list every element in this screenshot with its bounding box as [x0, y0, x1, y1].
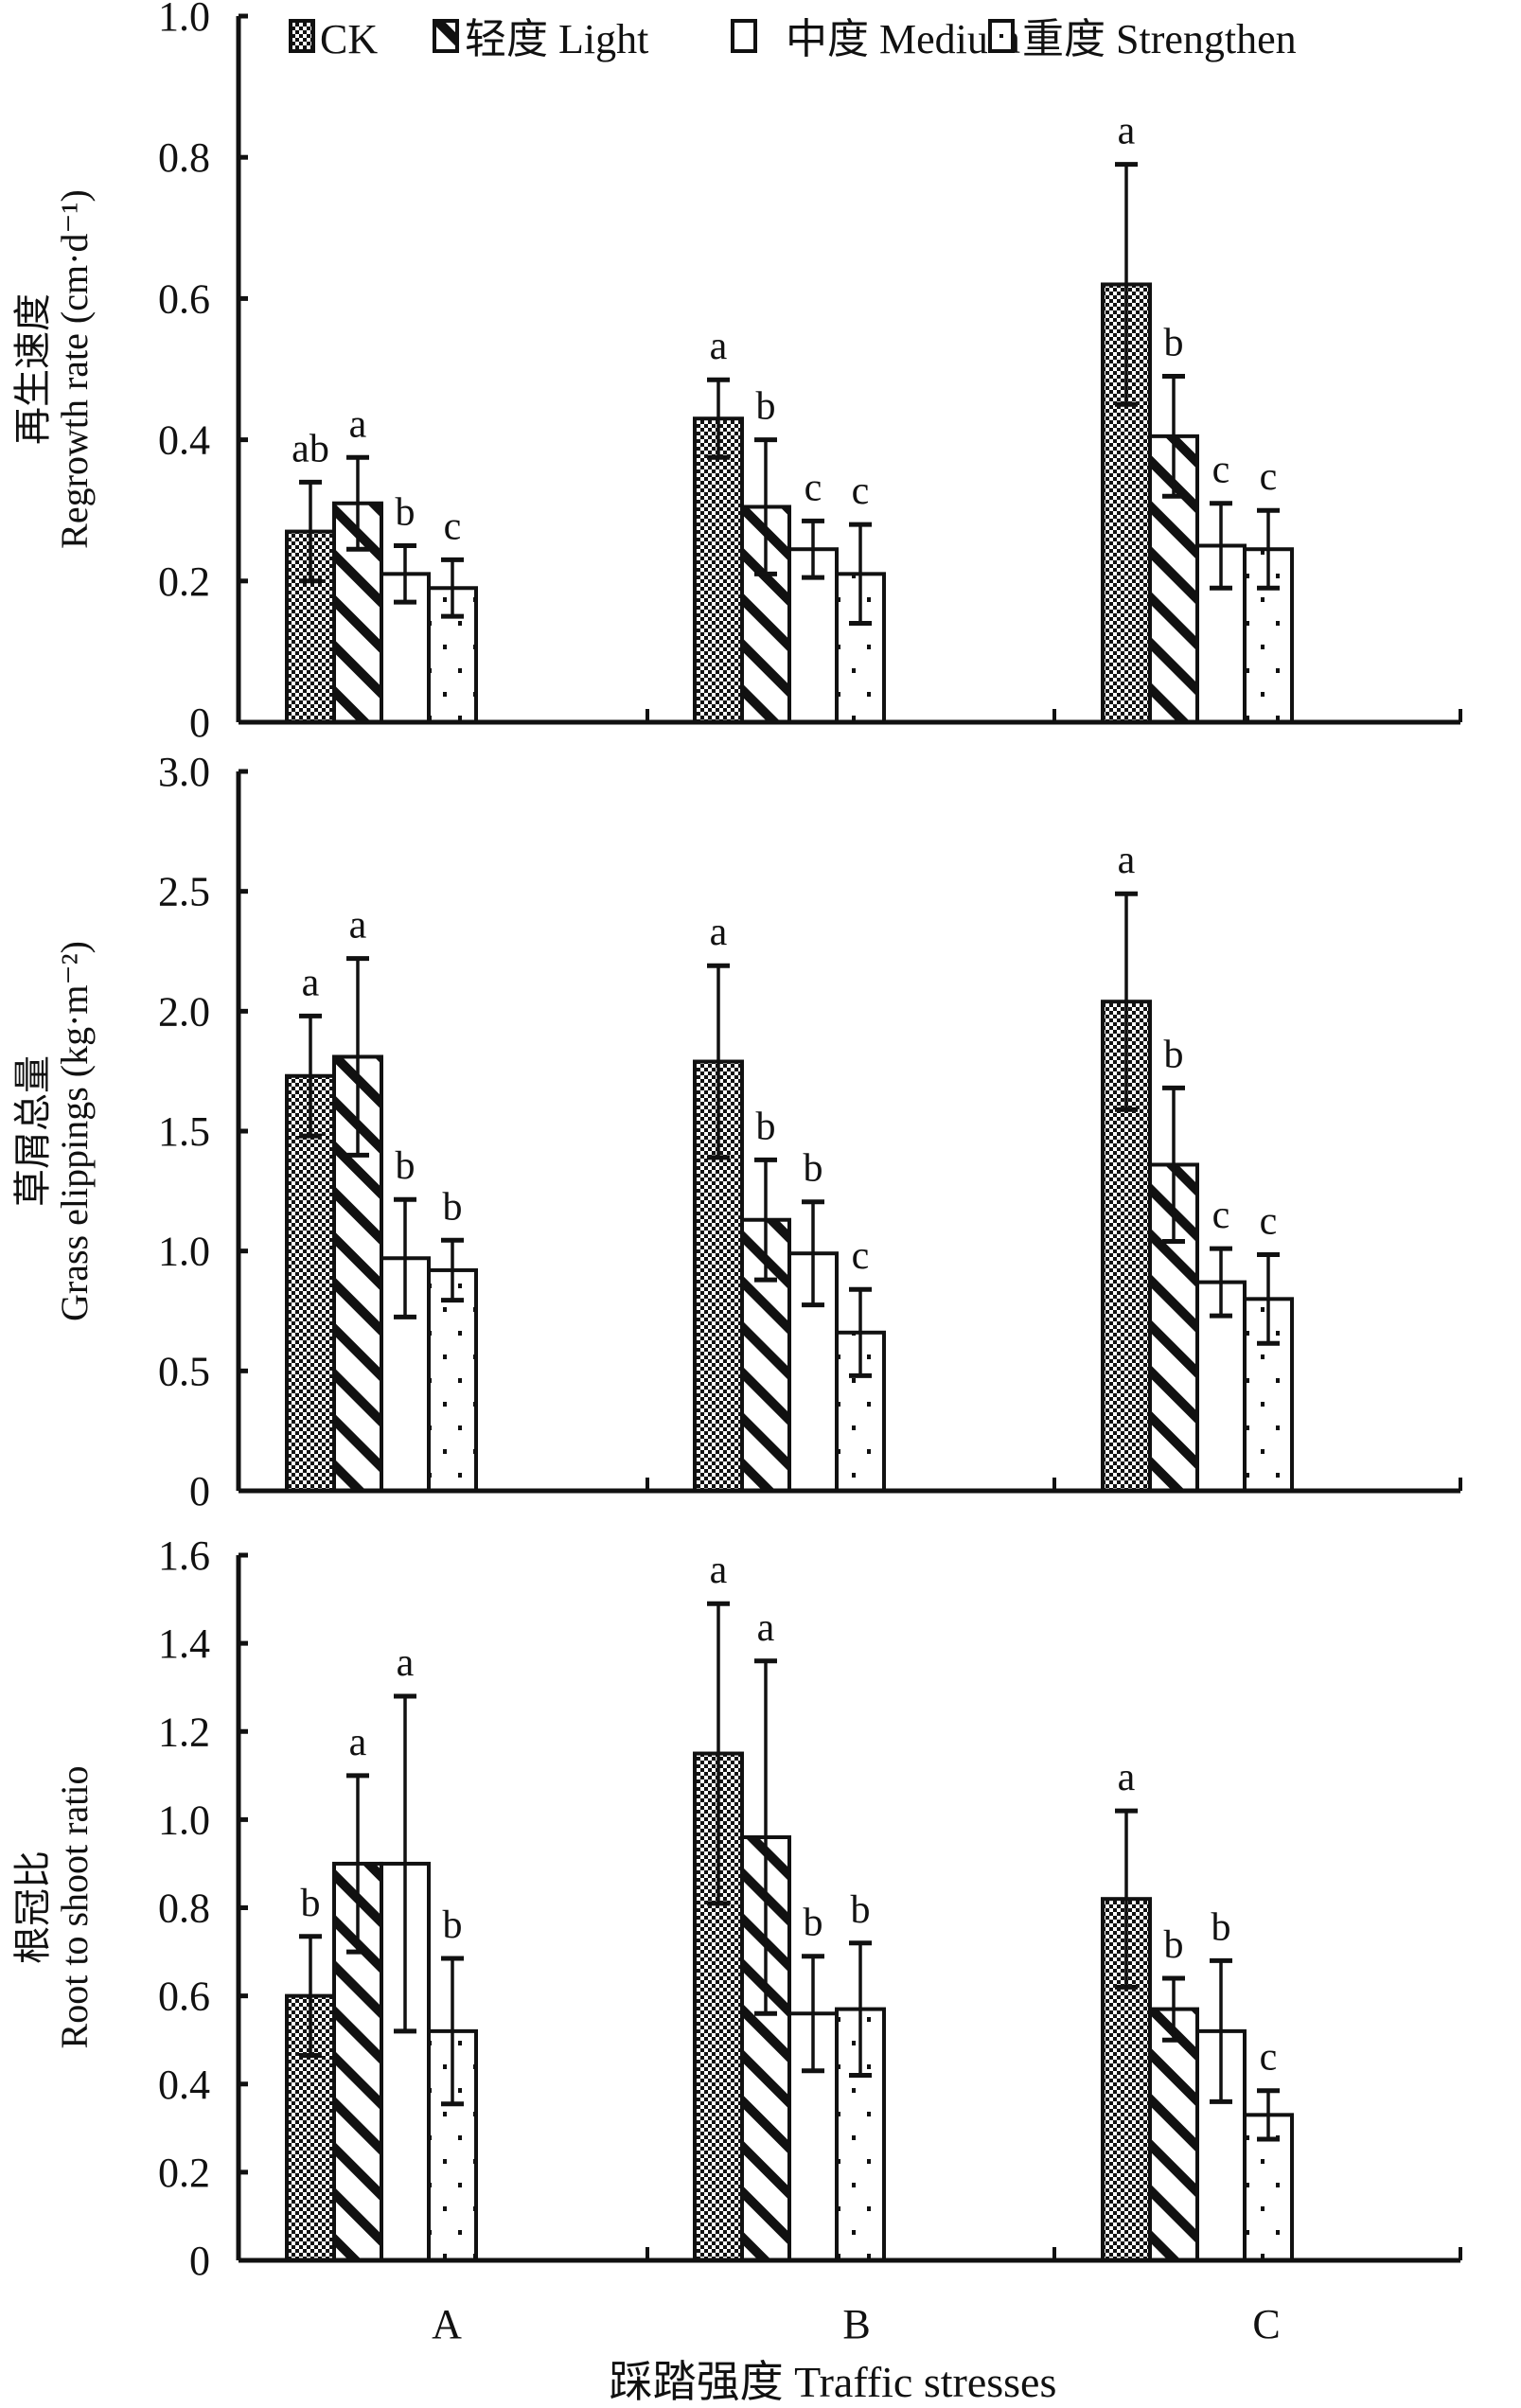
y-tick-label: 3.0 [158, 749, 210, 795]
y-tick-label: 1.0 [158, 1229, 210, 1275]
significance-label: a [1118, 839, 1136, 882]
x-tick-label: C [1252, 2301, 1280, 2347]
y-tick-label: 1.5 [158, 1108, 210, 1155]
legend-swatch-dot [999, 34, 1003, 38]
significance-label: a [349, 904, 367, 947]
significance-label: a [710, 325, 728, 368]
y-axis-label-cn: 再生速度 [11, 293, 54, 445]
significance-label: b [301, 1882, 321, 1925]
y-tick-label: 1.6 [158, 1532, 210, 1579]
y-tick-label: 0.4 [158, 2062, 210, 2108]
bar-ck-b [693, 416, 744, 724]
y-tick-label: 2.0 [158, 988, 210, 1035]
significance-label: b [443, 1185, 463, 1229]
legend-label-medium: 中度 Medium [786, 16, 1020, 62]
legend: CK 轻度 Light 中度 Medium 重度 Strengthen [289, 16, 1297, 62]
y-axis-label-cn: 草屑总量 [11, 1055, 54, 1207]
significance-label: c [1212, 449, 1230, 492]
significance-label: c [1260, 1199, 1278, 1243]
y-tick-label: 0.2 [158, 2150, 210, 2196]
significance-label: a [1118, 110, 1136, 153]
significance-label: a [710, 1549, 728, 1592]
y-axis-label-en: Regrowth rate (cm·d⁻¹) [53, 189, 96, 549]
significance-label: b [804, 1147, 823, 1191]
legend-swatch-ck [289, 19, 315, 53]
y-tick-label: 1.0 [158, 1797, 210, 1843]
significance-label: a [710, 911, 728, 954]
significance-label: a [349, 402, 367, 446]
significance-label: a [757, 1606, 775, 1650]
legend-label-ck: CK [320, 16, 378, 62]
y-tick-label: 0 [189, 699, 210, 746]
legend-item-medium: 中度 Medium [731, 16, 1020, 62]
legend-swatch-strengthen [988, 19, 1015, 53]
significance-label: a [349, 1721, 367, 1764]
significance-label: b [443, 1903, 463, 1947]
y-tick-label: 0.8 [158, 1886, 210, 1932]
significance-label: c [852, 1234, 870, 1278]
significance-label: b [396, 491, 416, 535]
significance-label: c [852, 469, 870, 513]
legend-item-ck: CK [289, 16, 378, 62]
significance-label: a [302, 961, 320, 1004]
x-tick-label: B [842, 2301, 870, 2347]
y-tick-label: 0.6 [158, 275, 210, 322]
y-axis-label-cn: 根冠比 [11, 1850, 54, 1964]
significance-label: b [1164, 321, 1184, 364]
y-axis-label-en: Root to shoot ratio [53, 1766, 96, 2049]
y-tick-label: 0.4 [158, 417, 210, 464]
significance-label: c [805, 466, 822, 509]
y-tick-label: 0 [189, 1468, 210, 1514]
significance-label: b [756, 1105, 776, 1148]
significance-label: ab [292, 427, 329, 470]
x-axis-title: 踩踏强度 Traffic stresses [610, 2358, 1057, 2406]
y-tick-label: 0.6 [158, 1974, 210, 2020]
legend-label-strengthen: 重度 Strengthen [1022, 16, 1297, 62]
significance-label: b [756, 385, 776, 429]
significance-label: c [444, 505, 462, 548]
y-tick-label: 1.0 [158, 0, 210, 40]
y-tick-label: 0.8 [158, 134, 210, 181]
legend-label-light: 轻度 Light [465, 16, 648, 62]
bar-strengthen-a [427, 1267, 478, 1494]
significance-label: c [1212, 1194, 1230, 1237]
significance-label: b [804, 1902, 823, 1945]
significance-label: a [1118, 1756, 1136, 1799]
y-tick-label: 0 [189, 2238, 210, 2284]
y-tick-label: 1.4 [158, 1620, 210, 1667]
significance-label: b [1164, 1033, 1184, 1076]
legend-swatch-medium [731, 19, 757, 53]
legend-swatch-light [433, 19, 459, 53]
y-tick-label: 0.2 [158, 558, 210, 605]
y-tick-label: 1.2 [158, 1709, 210, 1755]
significance-label: b [396, 1144, 416, 1188]
significance-label: c [1260, 2036, 1278, 2080]
y-axis-label-en: Grass elippings (kg·m⁻²) [53, 941, 96, 1321]
significance-label: c [1260, 455, 1278, 499]
legend-item-light: 轻度 Light [433, 16, 648, 62]
bar-light-c [1148, 2007, 1199, 2262]
x-tick-label: A [432, 2301, 462, 2347]
significance-label: b [1164, 1923, 1184, 1967]
y-tick-label: 0.5 [158, 1348, 210, 1394]
y-tick-label: 2.5 [158, 869, 210, 915]
legend-item-strengthen: 重度 Strengthen [988, 16, 1297, 62]
significance-label: b [1211, 1905, 1231, 1949]
significance-label: a [397, 1641, 415, 1685]
significance-label: b [851, 1888, 871, 1932]
